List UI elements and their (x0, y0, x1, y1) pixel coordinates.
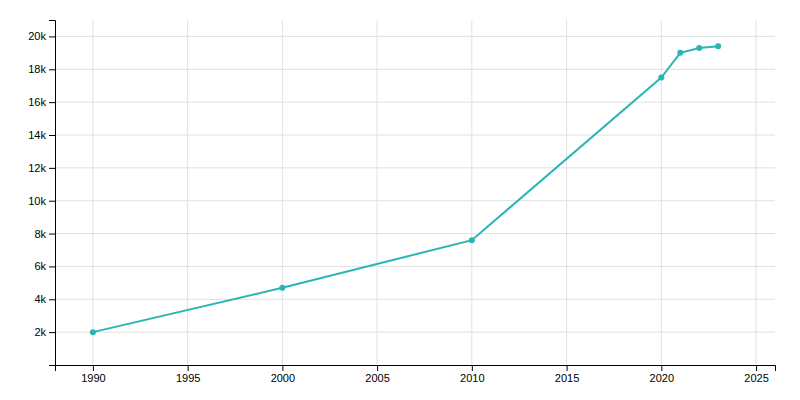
y-tick: 8k (34, 228, 55, 240)
y-tick-mark (49, 266, 55, 267)
line (93, 46, 718, 332)
y-tick: 12k (28, 162, 55, 174)
y-grid-line (55, 36, 775, 37)
y-tick-label: 10k (28, 195, 46, 207)
x-tick-mark (756, 365, 757, 371)
x-tick-mark (377, 365, 378, 371)
y-tick: 2k (34, 326, 55, 338)
y-tick-mark (49, 69, 55, 70)
y-tick-label: 6k (34, 260, 46, 272)
x-tick: 2010 (460, 365, 484, 384)
x-tick: 1990 (81, 365, 105, 384)
marker (469, 237, 475, 243)
y-grid-line (55, 102, 775, 103)
x-tick-mark (661, 365, 662, 371)
x-grid-line (661, 20, 662, 365)
y-tick-label: 20k (28, 30, 46, 42)
y-tick-label: 16k (28, 96, 46, 108)
y-tick-label: 18k (28, 63, 46, 75)
chart: 1990 1995 2000 2005 2010 2015 2020 2025 2k 4k 6k 8k… (0, 0, 800, 400)
y-tick-label: 4k (34, 293, 46, 305)
y-tick-mark (49, 299, 55, 300)
x-tick: 1995 (176, 365, 200, 384)
y-tick-mark (49, 332, 55, 333)
x-grid-line (377, 20, 378, 365)
y-tick: 20k (28, 30, 55, 42)
x-tick-label: 2010 (460, 372, 484, 384)
x-tick: 2000 (271, 365, 295, 384)
x-tick: 2015 (555, 365, 579, 384)
x-tick: 2025 (744, 365, 768, 384)
x-tick-label: 2015 (555, 372, 579, 384)
marker (696, 45, 702, 51)
marker (658, 75, 664, 81)
y-tick-label: 8k (34, 228, 46, 240)
y-tick-mark (49, 102, 55, 103)
y-grid-line (55, 233, 775, 234)
x-tick-label: 2025 (744, 372, 768, 384)
marker (677, 50, 683, 56)
y-tick: 18k (28, 63, 55, 75)
y-tick-mark (49, 135, 55, 136)
x-tick-label: 1990 (81, 372, 105, 384)
x-tick-mark (282, 365, 283, 371)
x-tick: 2020 (650, 365, 674, 384)
marker (279, 285, 285, 291)
y-tick: 14k (28, 129, 55, 141)
y-tick-mark (49, 234, 55, 235)
x-tick-label: 1995 (176, 372, 200, 384)
marker (90, 329, 96, 335)
x-tick-mark (472, 365, 473, 371)
y-tick-label: 2k (34, 326, 46, 338)
x-grid-line (92, 20, 93, 365)
x-grid-line (471, 20, 472, 365)
x-tick: 2005 (365, 365, 389, 384)
y-grid-line (55, 299, 775, 300)
y-tick: 16k (28, 96, 55, 108)
y-tick-mark (49, 168, 55, 169)
y-tick: 4k (34, 293, 55, 305)
x-axis-line (56, 366, 776, 372)
x-tick-label: 2005 (365, 372, 389, 384)
y-tick: 10k (28, 195, 55, 207)
y-axis: 2k 4k 6k 8k 10k 12k 14k 16k 18k 20k (28, 21, 55, 366)
x-grid-line (187, 20, 188, 365)
y-tick: 6k (34, 260, 55, 272)
y-axis-line (49, 21, 56, 366)
y-tick-mark (49, 36, 55, 37)
x-tick-mark (188, 365, 189, 371)
x-tick-mark (567, 365, 568, 371)
x-axis: 1990 1995 2000 2005 2010 2015 2020 2025 (56, 365, 776, 384)
x-tick-mark (93, 365, 94, 371)
y-grid-line (55, 135, 775, 136)
x-grid-line (566, 20, 567, 365)
marker (715, 43, 721, 49)
y-tick-mark (49, 201, 55, 202)
y-tick-label: 14k (28, 129, 46, 141)
y-grid-line (55, 266, 775, 267)
grid (55, 20, 775, 365)
series (90, 43, 721, 335)
x-grid-line (756, 20, 757, 365)
x-grid-line (282, 20, 283, 365)
y-tick-label: 12k (28, 162, 46, 174)
x-tick-label: 2000 (271, 372, 295, 384)
y-grid-line (55, 200, 775, 201)
y-grid-line (55, 332, 775, 333)
plot-area: 1990 1995 2000 2005 2010 2015 2020 2025 2k 4k 6k 8k… (28, 20, 775, 384)
y-grid-line (55, 167, 775, 168)
x-tick-label: 2020 (650, 372, 674, 384)
